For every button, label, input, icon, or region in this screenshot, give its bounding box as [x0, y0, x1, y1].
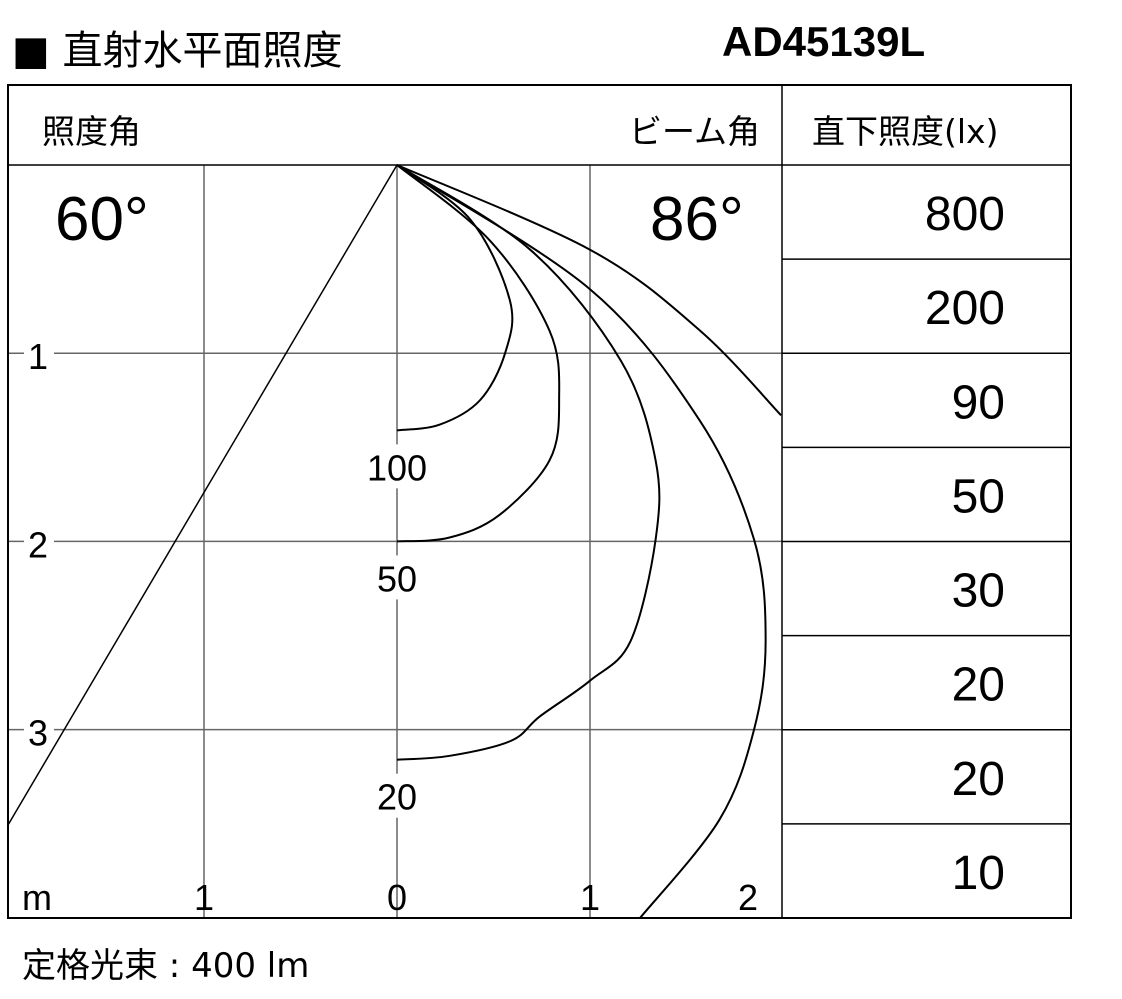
direct-illuminance-value: 800 [925, 188, 1005, 241]
isolux-label: 50 [377, 558, 417, 599]
isolux-curve [396, 164, 767, 919]
direct-illuminance-value: 20 [952, 659, 1005, 712]
isolux-curve [396, 164, 514, 432]
beam-angle-line [7, 164, 398, 826]
x-tick-label: 1 [580, 877, 600, 918]
rated-flux: 定格光束 : 400 lm [22, 946, 310, 986]
model-number: AD45139L [722, 18, 926, 65]
isolux-label-bg [362, 773, 434, 818]
chart-title: ■ 直射水平面照度 [12, 28, 343, 74]
x-tick-label: 2 [738, 877, 758, 918]
isolux-curve [396, 164, 782, 416]
chart-frame [7, 84, 1072, 919]
beam-angle-value: 86° [650, 185, 744, 254]
y-tick-label: 2 [28, 524, 48, 565]
x-unit-label: m [22, 877, 52, 918]
direct-illuminance-value: 200 [925, 282, 1005, 335]
y-tick-label: 1 [28, 336, 48, 377]
direct-illuminance-header: 直下照度(lx) [812, 112, 998, 151]
isolux-label-bg [362, 555, 434, 600]
x-tick-label: 0 [387, 877, 407, 918]
isolux-label-bg [362, 444, 434, 489]
isolux-label: 100 [367, 447, 427, 488]
x-tick-label: 1 [194, 877, 214, 918]
beam-angle-header: ビーム角 [629, 112, 760, 151]
irradiation-angle-value: 60° [55, 185, 149, 254]
y-tick-label-bg [24, 517, 54, 562]
isolux-label: 20 [377, 777, 417, 818]
isolux-curve [396, 164, 561, 543]
direct-illuminance-value: 10 [952, 847, 1005, 900]
direct-illuminance-value: 90 [952, 376, 1005, 429]
y-tick-label-bg [24, 329, 54, 374]
y-tick-label-bg [24, 705, 54, 750]
direct-illuminance-value: 50 [952, 470, 1005, 523]
direct-illuminance-value: 30 [952, 565, 1005, 618]
isolux-curve [396, 164, 661, 761]
direct-illuminance-value: 20 [952, 753, 1005, 806]
y-tick-label: 3 [28, 713, 48, 754]
irradiation-angle-header: 照度角 [42, 112, 141, 151]
